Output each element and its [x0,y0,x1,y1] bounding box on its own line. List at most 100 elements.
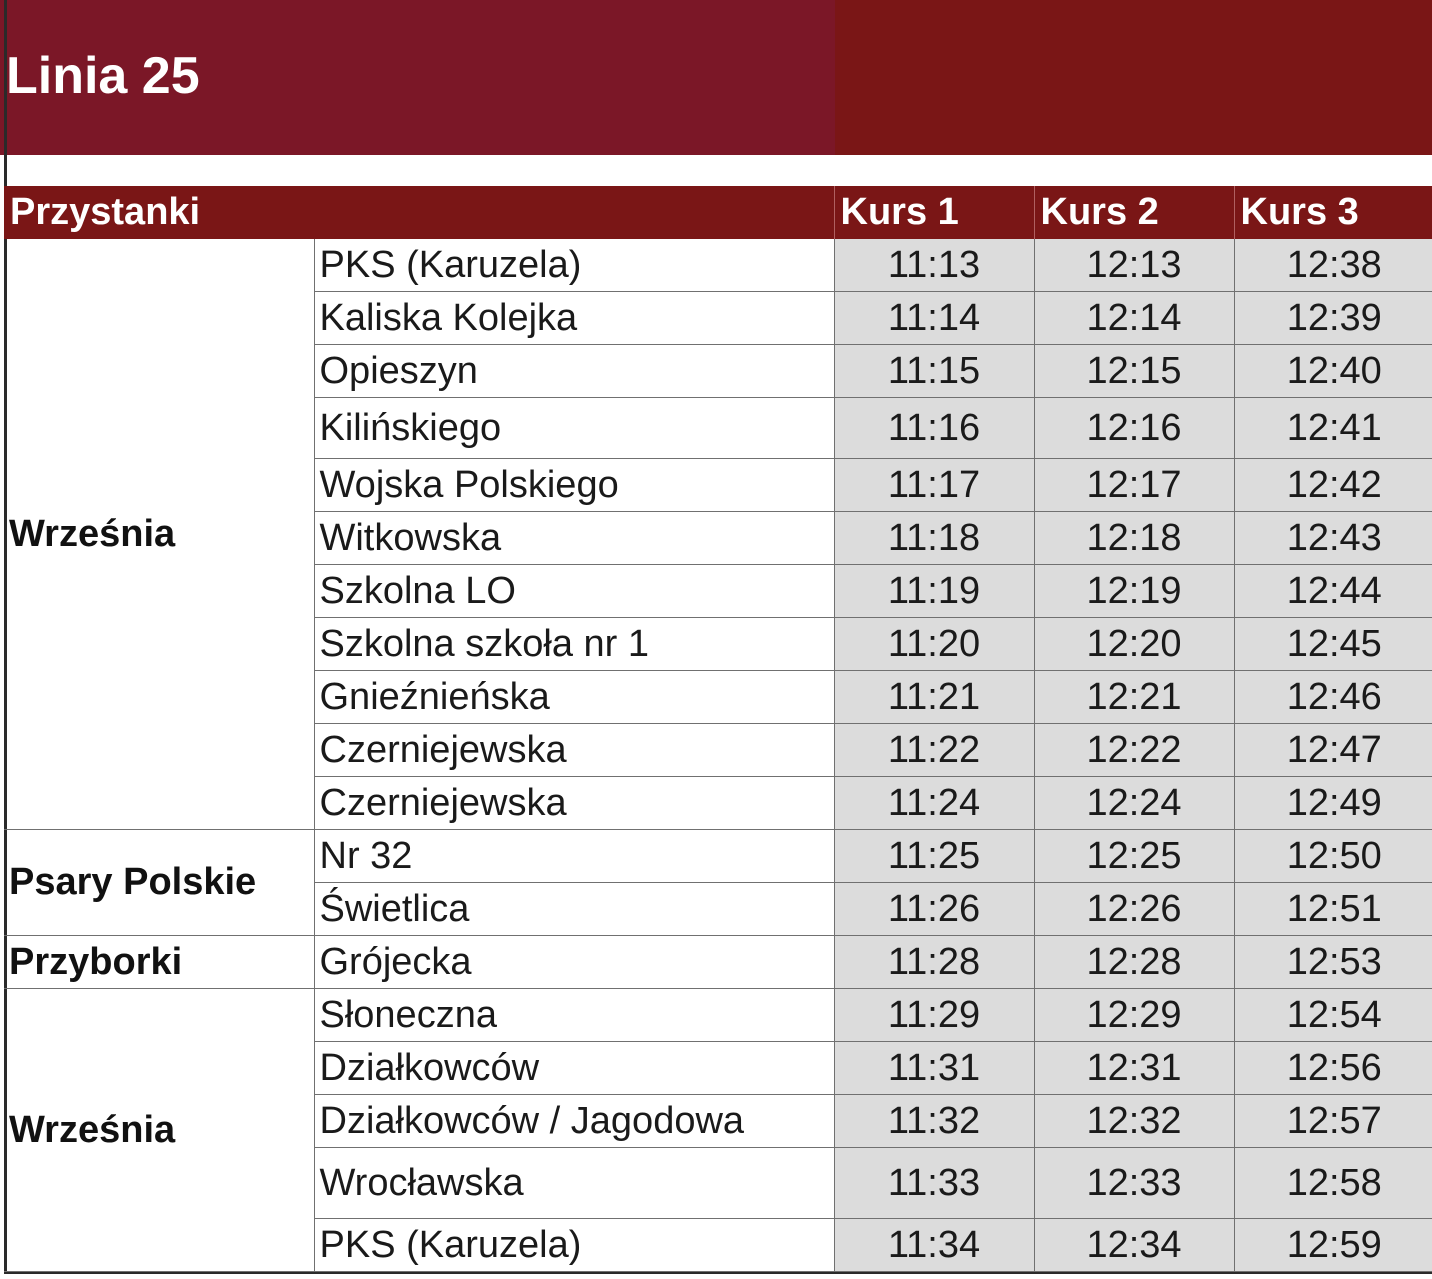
table-row: PKS (Karuzela) 11:34 12:34 12:59 [4,1218,1432,1272]
departure-time-kurs-1: 11:14 [834,291,1035,345]
departure-time-kurs-1: 11:21 [834,670,1035,724]
table-row: Opieszyn 11:15 12:15 12:40 [4,344,1432,398]
table-row: Witkowska 11:18 12:18 12:43 [4,511,1432,565]
departure-time-kurs-1: 11:15 [834,344,1035,398]
departure-time-kurs-3: 12:49 [1234,776,1432,830]
title-bar: Linia 25 [0,0,1432,155]
departure-time-kurs-3: 12:53 [1234,935,1432,989]
table-row: Wojska Polskiego 11:17 12:17 12:42 [4,458,1432,512]
header-gap [0,155,1432,186]
stop-name: Opieszyn [314,344,835,398]
departure-time-kurs-2: 12:22 [1034,723,1235,777]
stop-name: Witkowska [314,511,835,565]
table-row: Działkowców / Jagodowa 11:32 12:32 12:57 [4,1094,1432,1148]
departure-time-kurs-3: 12:47 [1234,723,1432,777]
table-row: Szkolna LO 11:19 12:19 12:44 [4,564,1432,618]
stop-name: Świetlica [314,882,835,936]
departure-time-kurs-2: 12:20 [1034,617,1235,671]
table-row: Gnieźnieńska 11:21 12:21 12:46 [4,670,1432,724]
departure-time-kurs-3: 12:40 [1234,344,1432,398]
course-header-1: Kurs 1 [834,186,1035,239]
departure-time-kurs-2: 12:25 [1034,829,1235,883]
departure-time-kurs-2: 12:24 [1034,776,1235,830]
departure-time-kurs-3: 12:58 [1234,1147,1432,1219]
departure-time-kurs-1: 11:16 [834,397,1035,459]
departure-time-kurs-2: 12:21 [1034,670,1235,724]
departure-time-kurs-2: 12:31 [1034,1041,1235,1095]
departure-time-kurs-3: 12:45 [1234,617,1432,671]
table-row: Świetlica 11:26 12:26 12:51 [4,882,1432,936]
page-title: Linia 25 [6,46,200,105]
departure-time-kurs-3: 12:51 [1234,882,1432,936]
table-row: Działkowców 11:31 12:31 12:56 [4,1041,1432,1095]
departure-time-kurs-1: 11:13 [834,239,1035,292]
departure-time-kurs-2: 12:19 [1034,564,1235,618]
departure-time-kurs-3: 12:46 [1234,670,1432,724]
stop-name: Wrocławska [314,1147,835,1219]
stop-name: Kilińskiego [314,397,835,459]
header-row: Przystanki Kurs 1 Kurs 2 Kurs 3 [4,186,1432,239]
stop-name: Słoneczna [314,988,835,1042]
stop-name: Wojska Polskiego [314,458,835,512]
departure-time-kurs-2: 12:14 [1034,291,1235,345]
departure-time-kurs-1: 11:33 [834,1147,1035,1219]
departure-time-kurs-1: 11:31 [834,1041,1035,1095]
departure-time-kurs-2: 12:13 [1034,239,1235,292]
table-row: Kaliska Kolejka 11:14 12:14 12:39 [4,291,1432,345]
table-row: Września PKS (Karuzela) 11:13 12:13 12:38 [4,239,1432,830]
departure-time-kurs-1: 11:19 [834,564,1035,618]
departure-time-kurs-3: 12:39 [1234,291,1432,345]
departure-time-kurs-1: 11:34 [834,1218,1035,1272]
departure-time-kurs-1: 11:25 [834,829,1035,883]
stop-name: Szkolna LO [314,564,835,618]
stop-name: Gnieźnieńska [314,670,835,724]
stop-name: PKS (Karuzela) [314,1218,835,1272]
stops-header: Przystanki [4,186,835,239]
departure-time-kurs-2: 12:16 [1034,397,1235,459]
departure-time-kurs-3: 12:54 [1234,988,1432,1042]
stop-name: Czerniejewska [314,776,835,830]
departure-time-kurs-1: 11:28 [834,935,1035,989]
town-name: Przyborki [4,935,315,989]
departure-time-kurs-1: 11:18 [834,511,1035,565]
table-row: Przyborki Grójecka 11:28 12:28 12:53 [4,935,1432,989]
stop-name: Czerniejewska [314,723,835,777]
stop-name: Kaliska Kolejka [314,291,835,345]
departure-time-kurs-1: 11:32 [834,1094,1035,1148]
departure-time-kurs-2: 12:26 [1034,882,1235,936]
departure-time-kurs-2: 12:32 [1034,1094,1235,1148]
departure-time-kurs-3: 12:38 [1234,239,1432,292]
departure-time-kurs-3: 12:42 [1234,458,1432,512]
town-name: Września [4,239,315,830]
departure-time-kurs-3: 12:59 [1234,1218,1432,1272]
departure-time-kurs-1: 11:17 [834,458,1035,512]
table-row: Czerniejewska 11:24 12:24 12:49 [4,776,1432,830]
departure-time-kurs-3: 12:57 [1234,1094,1432,1148]
departure-time-kurs-1: 11:22 [834,723,1035,777]
timetable-body: Września PKS (Karuzela) 11:13 12:13 12:38 Kal… [4,239,1432,1272]
departure-time-kurs-3: 12:43 [1234,511,1432,565]
departure-time-kurs-2: 12:29 [1034,988,1235,1042]
stop-name: Działkowców [314,1041,835,1095]
departure-time-kurs-3: 12:44 [1234,564,1432,618]
departure-time-kurs-1: 11:24 [834,776,1035,830]
departure-time-kurs-1: 11:26 [834,882,1035,936]
stop-name: Szkolna szkoła nr 1 [314,617,835,671]
departure-time-kurs-3: 12:56 [1234,1041,1432,1095]
departure-time-kurs-2: 12:33 [1034,1147,1235,1219]
departure-time-kurs-3: 12:50 [1234,829,1432,883]
table-row: Wrocławska 11:33 12:33 12:58 [4,1147,1432,1219]
course-header-2: Kurs 2 [1034,186,1235,239]
title-panel-right [835,0,1432,155]
table-row: Kilińskiego 11:16 12:16 12:41 [4,397,1432,459]
departure-time-kurs-2: 12:15 [1034,344,1235,398]
table-row: Szkolna szkoła nr 1 11:20 12:20 12:45 [4,617,1432,671]
course-header-3: Kurs 3 [1234,186,1432,239]
departure-time-kurs-1: 11:20 [834,617,1035,671]
table-row: Czerniejewska 11:22 12:22 12:47 [4,723,1432,777]
timetable: Przystanki Kurs 1 Kurs 2 Kurs 3 Września… [4,186,1432,1272]
departure-time-kurs-1: 11:29 [834,988,1035,1042]
table-row: Psary Polskie Nr 32 11:25 12:25 12:50 [4,829,1432,936]
departure-time-kurs-2: 12:17 [1034,458,1235,512]
town-name: Września [4,988,315,1272]
